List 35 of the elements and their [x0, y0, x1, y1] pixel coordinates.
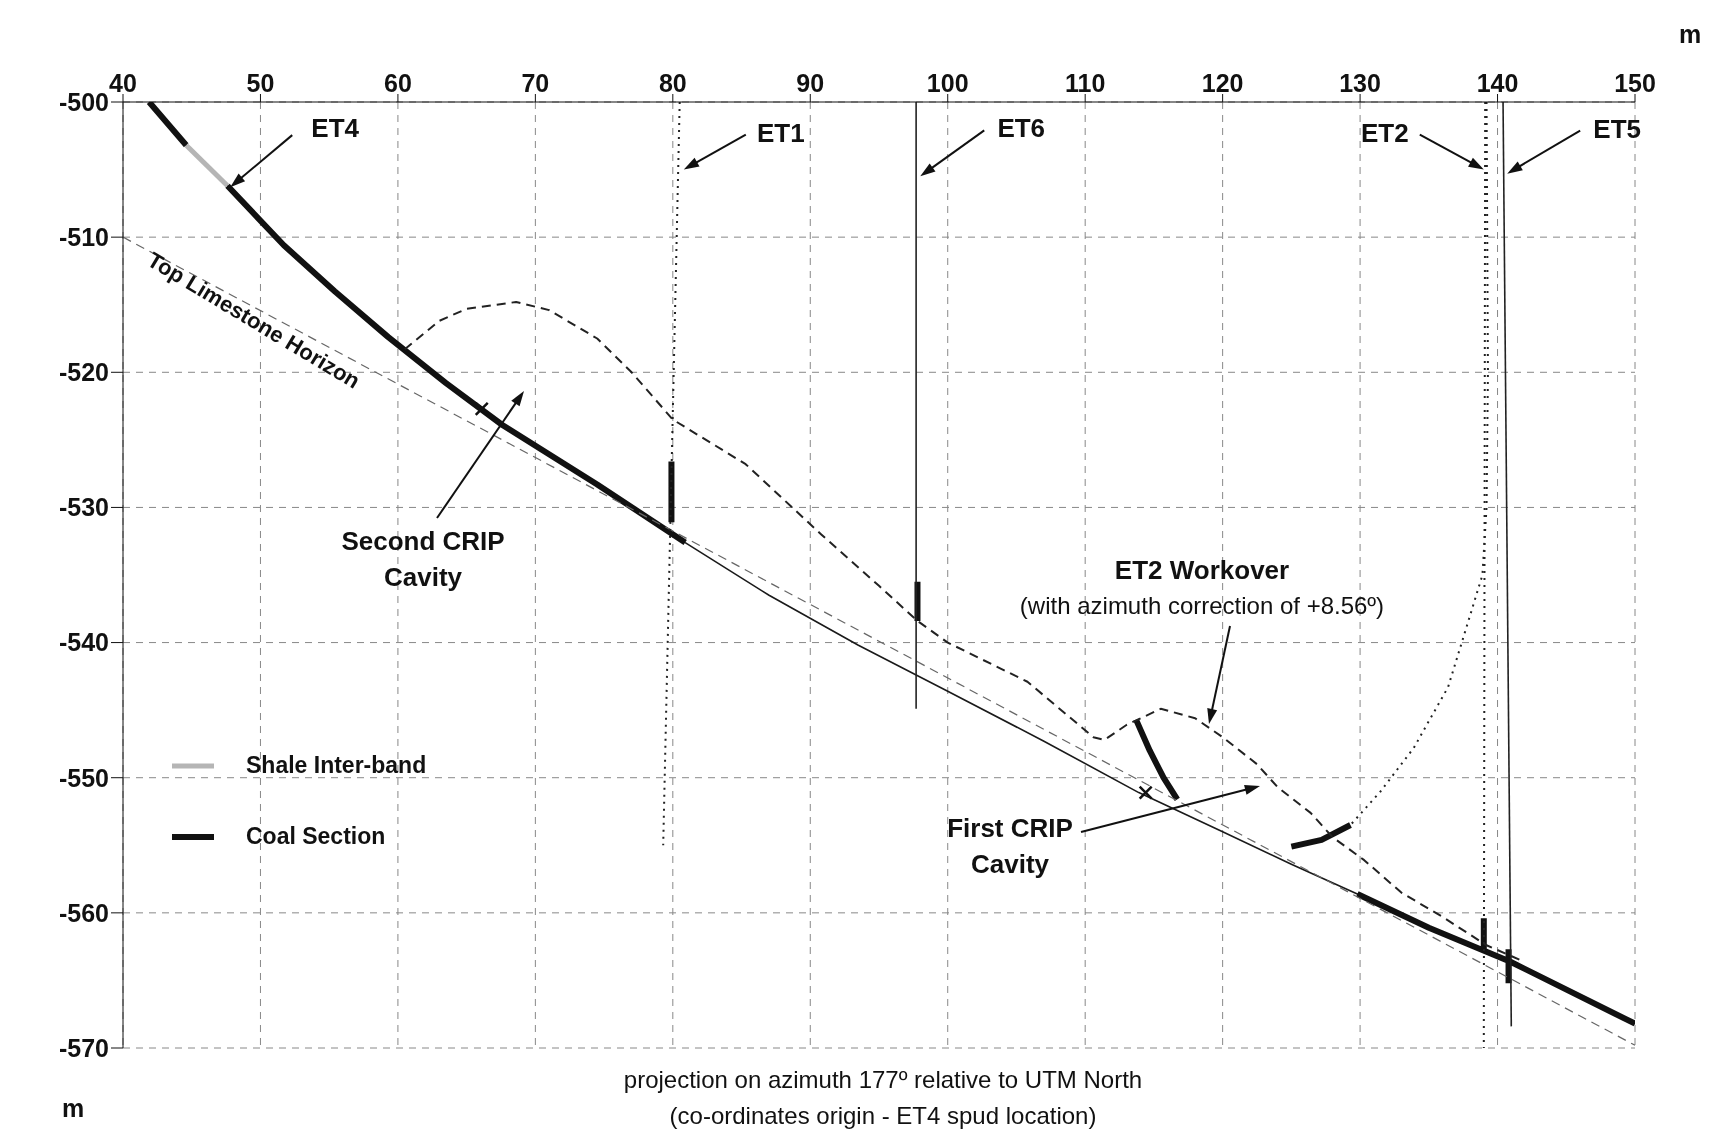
x-tick-label: 150 [1614, 69, 1656, 97]
x-tick-label: 40 [109, 69, 137, 97]
y-tick-label: -550 [58, 763, 109, 792]
text: projection on azimuth 177º relative to UTM North [623, 1066, 1143, 1094]
legend-label: Shale Inter-band [246, 752, 427, 779]
annotation: ET5 [1593, 113, 1642, 144]
y-tick-label: -560 [58, 898, 109, 927]
x-tick-label: 120 [1201, 69, 1244, 97]
y-tick-label: -500 [58, 87, 109, 116]
x-tick-label: 80 [658, 69, 687, 97]
x-tick-label: 50 [246, 69, 275, 97]
y-tick-label: -510 [58, 223, 109, 252]
annotation: ET1 [756, 117, 805, 148]
annotation: ET4 [311, 113, 360, 144]
annotation: Second CRIP Cavity [341, 525, 505, 592]
annotation: ET2 Workover [1114, 554, 1290, 585]
y-tick-label: -530 [58, 493, 109, 522]
x-tick-label: 110 [1065, 69, 1106, 97]
x-tick-label: 130 [1339, 69, 1381, 97]
y-tick-label: -570 [58, 1033, 109, 1062]
x-tick-label: 100 [926, 69, 969, 97]
x-tick-label: 140 [1476, 69, 1519, 97]
x-tick-label: 90 [796, 69, 825, 97]
x-tick-label: 70 [521, 69, 550, 97]
annotation: ET6 [997, 113, 1046, 144]
y-tick-label: -520 [58, 358, 109, 387]
y-axis-title: m [61, 1093, 85, 1122]
annotation: (with azimuth correction of +8.56º) [1019, 592, 1385, 620]
legend-label: Coal Section [246, 823, 386, 850]
y-tick-label: -540 [58, 628, 109, 657]
annotation: First CRIP Cavity [947, 812, 1073, 879]
text: (co-ordinates origin - ET4 spud location) [669, 1102, 1097, 1130]
x-axis-title: m [1678, 19, 1702, 48]
annotation: ET2 [1360, 117, 1409, 148]
x-tick-label: 60 [384, 69, 412, 97]
